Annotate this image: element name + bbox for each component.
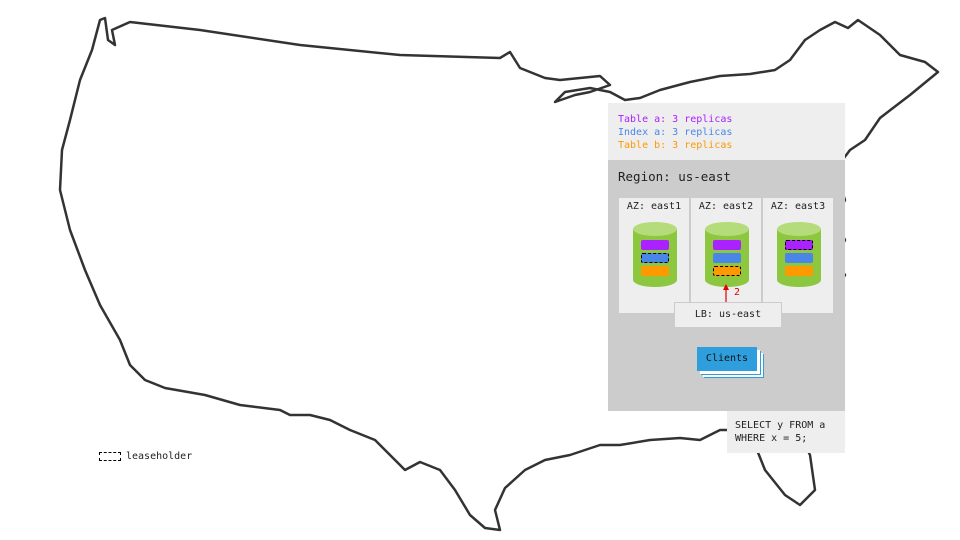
az-east2: AZ: east2 [691,198,761,313]
legend-index-a: Index a: 3 replicas [618,127,733,138]
az-label: AZ: east3 [770,201,826,212]
step-number: 2 [734,287,741,298]
sql-query: SELECT y FROM a WHERE x = 5; [727,411,845,453]
legend-table-b: Table b: 3 replicas [618,140,733,151]
database-cylinder-icon [633,222,677,287]
az-east3: AZ: east3 [763,198,833,313]
replica-table-b [641,266,669,276]
database-cylinder-icon [777,222,821,287]
az-label: AZ: east1 [626,201,682,212]
replica-table-a [713,240,741,250]
dashed-box-icon [99,452,121,461]
region-us-east: Region: us-east AZ: east1 AZ: east2 AZ: … [608,160,845,411]
region-title: Region: us-east [618,169,731,184]
database-cylinder-icon [705,222,749,287]
replica-index-a [713,253,741,263]
az-east1: AZ: east1 [619,198,689,313]
az-label: AZ: east2 [698,201,754,212]
legend-table-a: Table a: 3 replicas [618,114,733,125]
replica-table-b-leaseholder [713,266,741,276]
replica-index-a [785,253,813,263]
replica-legend: Table a: 3 replicas Index a: 3 replicas … [608,103,845,160]
replica-table-a [641,240,669,250]
replica-table-a-leaseholder [785,240,813,250]
replica-index-a-leaseholder [641,253,669,263]
clients-stack: Clients [697,347,757,371]
leaseholder-label: leaseholder [126,451,193,462]
replica-table-b [785,266,813,276]
arrow-up-icon [723,284,729,302]
load-balancer: LB: us-east [674,302,782,328]
leaseholder-key: leaseholder [99,451,192,462]
